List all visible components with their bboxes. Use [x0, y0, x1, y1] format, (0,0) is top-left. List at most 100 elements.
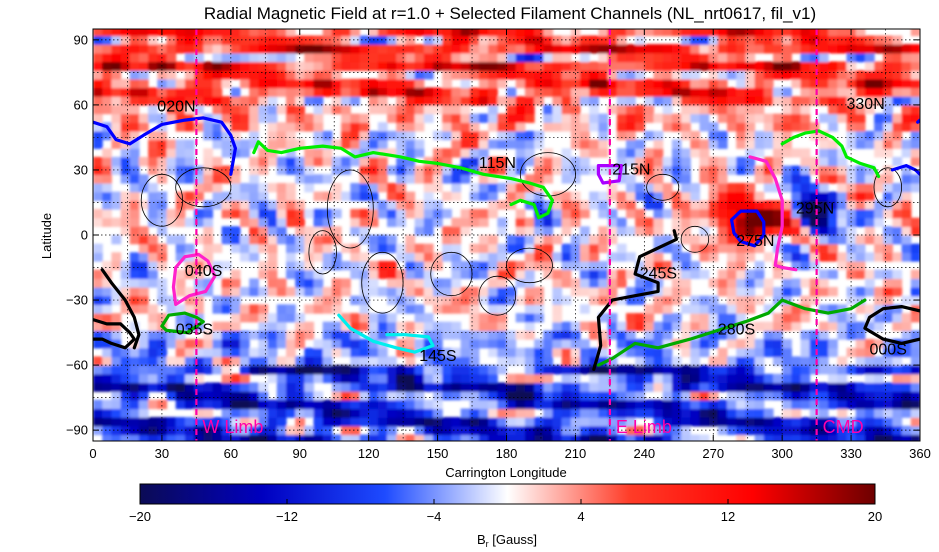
heatmap-cell: [414, 373, 425, 384]
heatmap-cell: [286, 304, 296, 314]
heatmap-cell: [864, 252, 875, 262]
heatmap-cell: [653, 408, 664, 418]
heatmap-cell: [331, 61, 342, 71]
heatmap-cell: [377, 78, 388, 89]
heatmap-cell: [717, 226, 728, 236]
heatmap-cell: [175, 347, 186, 358]
heatmap-cell: [175, 165, 186, 175]
heatmap-cell: [561, 44, 572, 54]
heatmap-cell: [800, 217, 811, 227]
heatmap-cell: [286, 243, 296, 253]
heatmap-cell: [414, 96, 425, 106]
heatmap-cell: [589, 278, 599, 288]
heatmap-cell: [102, 191, 112, 201]
heatmap-cell: [230, 321, 241, 331]
heatmap-cell: [258, 287, 269, 297]
heatmap-cell: [433, 252, 443, 262]
heatmap-cell: [249, 200, 259, 210]
heatmap-cell: [313, 70, 324, 80]
heatmap-cell: [727, 365, 737, 375]
heatmap-cell: [414, 417, 425, 427]
heatmap-cell: [818, 35, 829, 45]
heatmap-cell: [580, 209, 590, 219]
heatmap-cell: [773, 217, 783, 227]
heatmap-cell: [148, 261, 158, 271]
heatmap-cell: [552, 156, 563, 167]
heatmap-cell: [221, 408, 232, 418]
heatmap-cell: [387, 148, 397, 158]
heatmap-cell: [212, 70, 223, 80]
heatmap-cell: [818, 243, 829, 253]
heatmap-cell: [396, 209, 406, 219]
heatmap-cell: [736, 278, 746, 288]
heatmap-cell: [791, 217, 802, 227]
heatmap-cell: [773, 356, 783, 366]
channel-label-275n: 275N: [736, 233, 774, 250]
heatmap-cell: [313, 347, 324, 358]
heatmap-cell: [267, 252, 278, 262]
heatmap-cell: [910, 382, 920, 392]
heatmap-cell: [129, 321, 140, 331]
heatmap-cell: [690, 78, 701, 89]
heatmap-cell: [157, 252, 168, 262]
heatmap-cell: [488, 139, 498, 149]
heatmap-cell: [828, 191, 838, 201]
heatmap-cell: [892, 373, 903, 384]
heatmap-cell: [396, 408, 406, 418]
heatmap-cell: [763, 434, 774, 441]
heatmap-cell: [864, 96, 875, 106]
heatmap-cell: [359, 356, 370, 366]
heatmap-cell: [451, 52, 462, 63]
heatmap-cell: [460, 373, 471, 384]
heatmap-cell: [892, 217, 903, 227]
heatmap-cell: [405, 417, 416, 427]
heatmap-cell: [249, 130, 259, 141]
heatmap-cell: [258, 87, 269, 97]
heatmap-cell: [240, 139, 250, 149]
heatmap-cell: [377, 269, 388, 279]
heatmap-cell: [828, 399, 838, 410]
heatmap-cell: [727, 70, 737, 80]
heatmap-cell: [782, 408, 792, 418]
heatmap-cell: [515, 417, 526, 427]
heatmap-cell: [580, 35, 590, 45]
heatmap-cell: [240, 61, 250, 71]
heatmap-cell: [203, 29, 214, 37]
heatmap-cell: [809, 122, 820, 132]
heatmap-cell: [102, 148, 112, 158]
heatmap-cell: [377, 391, 388, 401]
heatmap-cell: [580, 70, 590, 80]
heatmap-cell: [157, 130, 168, 141]
heatmap-cell: [809, 365, 820, 375]
heatmap-cell: [570, 391, 581, 401]
heatmap-cell: [276, 217, 287, 227]
colorbar-label-sub: r: [486, 539, 489, 549]
heatmap-cell: [616, 339, 627, 349]
heatmap-cell: [534, 295, 544, 305]
heatmap-cell: [341, 113, 351, 123]
heatmap-cell: [828, 321, 838, 331]
heatmap-cell: [396, 44, 406, 54]
heatmap-cell: [102, 425, 112, 436]
heatmap-cell: [93, 52, 103, 63]
heatmap-cell: [267, 373, 278, 384]
heatmap-cell: [561, 70, 572, 80]
heatmap-cell: [616, 44, 627, 54]
heatmap-cell: [414, 408, 425, 418]
heatmap-cell: [773, 382, 783, 392]
heatmap-cell: [791, 78, 802, 89]
heatmap-cell: [93, 87, 103, 97]
heatmap-cell: [506, 29, 517, 37]
heatmap-cell: [690, 304, 701, 314]
heatmap-cell: [469, 391, 480, 401]
heatmap-cell: [286, 425, 296, 436]
heatmap-cell: [534, 261, 544, 271]
heatmap-cell: [478, 313, 489, 323]
heatmap-cell: [102, 373, 112, 384]
heatmap-cell: [148, 104, 158, 115]
heatmap-cell: [773, 96, 783, 106]
heatmap-cell: [194, 174, 204, 184]
heatmap-cell: [175, 191, 186, 201]
heatmap-cell: [111, 287, 122, 297]
